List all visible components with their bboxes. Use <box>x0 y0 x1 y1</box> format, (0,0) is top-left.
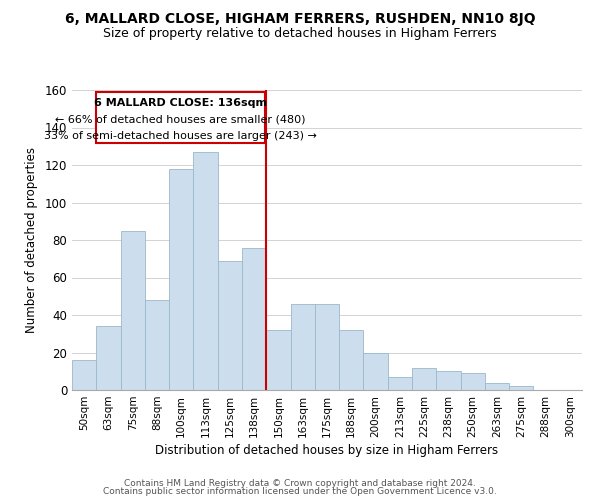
FancyBboxPatch shape <box>96 92 265 142</box>
Bar <box>193 152 218 390</box>
Bar <box>388 377 412 390</box>
Bar <box>412 368 436 390</box>
Bar <box>339 330 364 390</box>
Text: 33% of semi-detached houses are larger (243) →: 33% of semi-detached houses are larger (… <box>44 131 317 141</box>
Bar <box>169 169 193 390</box>
Bar <box>218 260 242 390</box>
Text: 6 MALLARD CLOSE: 136sqm: 6 MALLARD CLOSE: 136sqm <box>94 98 267 108</box>
Bar <box>290 304 315 390</box>
Bar <box>436 371 461 390</box>
Bar <box>364 352 388 390</box>
Bar <box>72 360 96 390</box>
Text: Size of property relative to detached houses in Higham Ferrers: Size of property relative to detached ho… <box>103 28 497 40</box>
Bar <box>145 300 169 390</box>
Bar <box>266 330 290 390</box>
Text: 6, MALLARD CLOSE, HIGHAM FERRERS, RUSHDEN, NN10 8JQ: 6, MALLARD CLOSE, HIGHAM FERRERS, RUSHDE… <box>65 12 535 26</box>
Y-axis label: Number of detached properties: Number of detached properties <box>25 147 38 333</box>
Bar <box>242 248 266 390</box>
Text: Contains public sector information licensed under the Open Government Licence v3: Contains public sector information licen… <box>103 487 497 496</box>
Bar <box>485 382 509 390</box>
Bar <box>461 373 485 390</box>
Text: ← 66% of detached houses are smaller (480): ← 66% of detached houses are smaller (48… <box>55 114 306 124</box>
Bar <box>315 304 339 390</box>
Bar <box>121 230 145 390</box>
Bar <box>96 326 121 390</box>
Bar <box>509 386 533 390</box>
X-axis label: Distribution of detached houses by size in Higham Ferrers: Distribution of detached houses by size … <box>155 444 499 457</box>
Text: Contains HM Land Registry data © Crown copyright and database right 2024.: Contains HM Land Registry data © Crown c… <box>124 478 476 488</box>
